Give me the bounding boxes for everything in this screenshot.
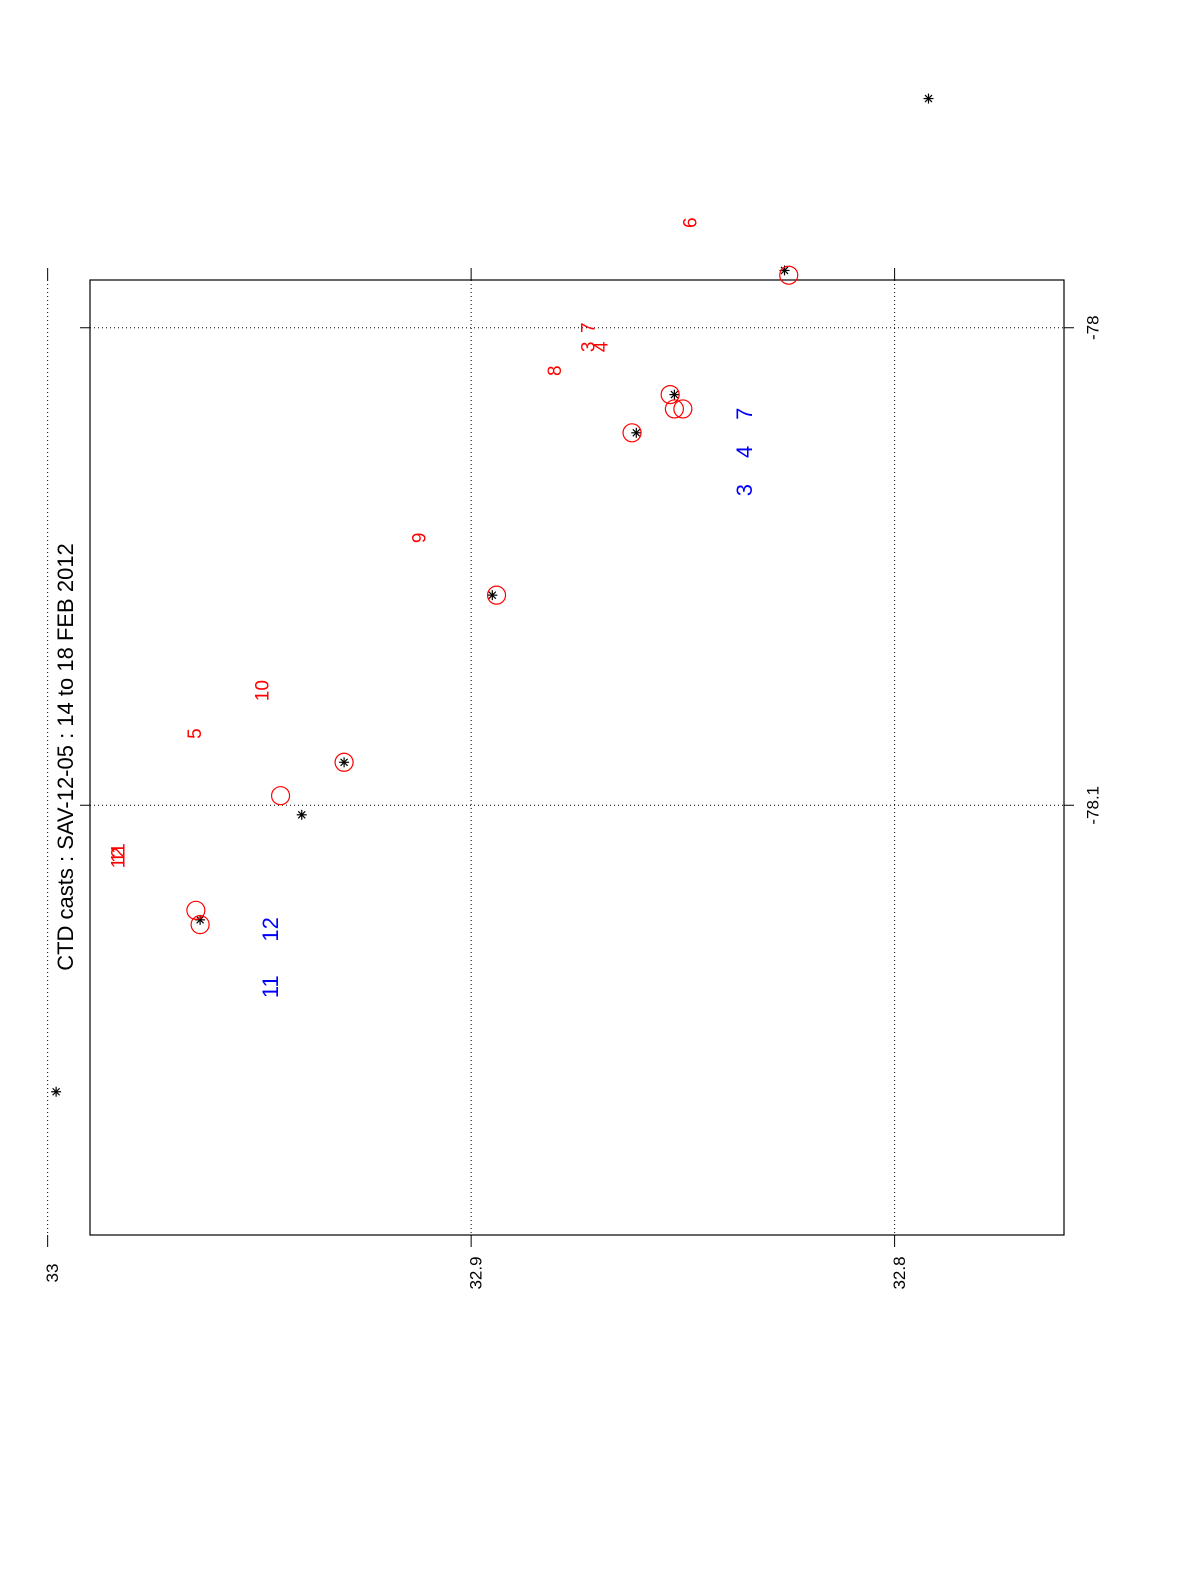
- red-cast-label: 4: [591, 341, 612, 352]
- star-marker: [195, 914, 206, 925]
- star-marker: [296, 809, 307, 820]
- circle-marker: [334, 752, 354, 772]
- red-cast-label: 11: [109, 843, 130, 863]
- red-cast-label: 3: [579, 342, 600, 353]
- lat-tick-label: 33: [43, 1264, 62, 1283]
- blue-cast-label: 12: [258, 917, 283, 941]
- star-marker: [631, 427, 642, 438]
- circle-marker: [486, 585, 507, 605]
- red-cast-label: 5: [185, 728, 206, 739]
- lat-tick-label: 32.8: [890, 1256, 909, 1289]
- circle-marker: [622, 423, 642, 443]
- star-marker: [487, 590, 498, 601]
- markers: [51, 93, 934, 1097]
- plot-frame: [89, 279, 1065, 1236]
- star-marker: [339, 757, 350, 768]
- star-marker: [669, 389, 680, 400]
- circle-marker: [270, 786, 291, 806]
- red-cast-label: 8: [545, 365, 566, 376]
- circle-marker: [190, 915, 210, 935]
- blue-cast-label: 11: [258, 975, 283, 998]
- circle-marker: [186, 900, 206, 920]
- circle-marker: [673, 399, 693, 419]
- red-cast-label: 10: [253, 680, 274, 701]
- circle-marker: [779, 265, 799, 285]
- red-cast-label: 12: [109, 847, 130, 868]
- chart-title: CTD casts : SAV-12-05 : 14 to 18 FEB 201…: [53, 543, 78, 971]
- red-cast-label: 7: [579, 322, 600, 333]
- grid-lines: [47, 280, 1064, 1235]
- circle-marker: [660, 385, 680, 405]
- lon-tick-label: -78.1: [1083, 786, 1102, 825]
- star-marker: [923, 93, 934, 104]
- red-cast-label: 9: [409, 533, 430, 544]
- blue-cast-label: 7: [732, 408, 757, 420]
- lon-tick-label: -78: [1083, 315, 1102, 340]
- circle-marker: [664, 399, 685, 419]
- axis-ticks: 33 32.9 32.8-78-78.1: [43, 268, 1102, 1290]
- lat-tick-label: 32.9: [467, 1256, 486, 1289]
- red-cast-label: 6: [680, 217, 701, 228]
- blue-cast-label: 4: [732, 446, 757, 458]
- star-marker: [51, 1086, 62, 1097]
- blue-cast-label: 3: [732, 484, 757, 496]
